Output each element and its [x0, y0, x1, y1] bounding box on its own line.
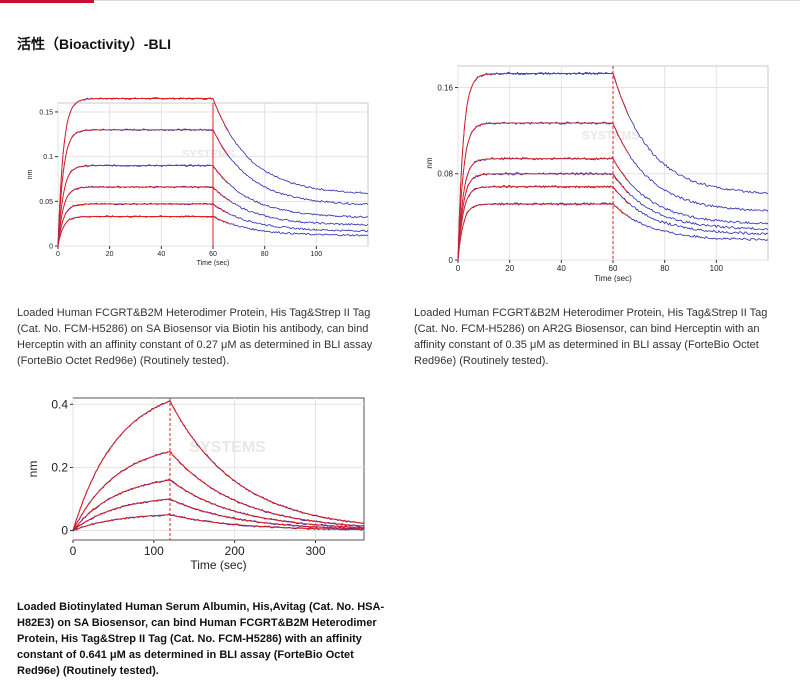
- x-axis-label: Time (sec): [197, 260, 230, 267]
- x-tick-label: 0: [456, 264, 461, 273]
- y-tick-label: 0.1: [43, 154, 53, 161]
- fit-curve-dissociation: [612, 73, 629, 116]
- watermark-text: SYSTEMS: [189, 439, 266, 456]
- fit-curve-dissociation: [212, 98, 229, 132]
- x-tick-label: 80: [261, 251, 269, 258]
- watermark-text: SYSTEMS: [182, 148, 235, 160]
- x-tick-label: 0: [56, 251, 60, 258]
- y-tick-label: 0: [449, 256, 454, 265]
- y-tick-label: 0.08: [437, 170, 453, 179]
- fit-curve: [57, 203, 213, 247]
- fit-curve-dissociation: [612, 158, 629, 182]
- fit-curve: [457, 173, 613, 261]
- x-axis-label: Time (sec): [594, 274, 632, 283]
- top-divider: [0, 0, 800, 1]
- y-tick-label: 0.16: [437, 83, 453, 92]
- bli-chart-3: SYSTEMS 0 100 200 300 0 0.2 0.4 Time (sec) nm: [18, 390, 374, 586]
- fit-curve: [72, 514, 364, 531]
- section-title: 活性（Bioactivity）-BLI: [17, 36, 172, 52]
- y-tick-label: 0.4: [51, 398, 68, 412]
- fit-curve-dissociation: [612, 173, 629, 194]
- bli-chart-2: SYSTEMS 0 20 40 60 80 100 0 0.08 0.16 Time (sec) nm: [420, 60, 772, 292]
- fit-curve-dissociation: [212, 129, 229, 156]
- x-tick-label: 100: [710, 264, 724, 273]
- fit-curve: [72, 479, 365, 531]
- fit-curve: [457, 203, 613, 261]
- watermark-text: SYSTEMS: [582, 129, 639, 143]
- y-axis-label: nm: [26, 461, 40, 478]
- fit-curve: [57, 186, 213, 247]
- y-tick-label: 0.15: [39, 109, 53, 116]
- top-accent-bar: [0, 0, 94, 3]
- x-tick-label: 20: [106, 251, 114, 258]
- x-tick-label: 0: [70, 544, 77, 558]
- fit-curve-dissociation: [612, 122, 629, 154]
- fit-curve: [57, 165, 213, 247]
- caption-chart-1: Loaded Human FCGRT&B2M Heterodimer Prote…: [17, 307, 373, 367]
- y-axis-label: nm: [27, 169, 34, 179]
- fit-curve-dissociation: [212, 203, 229, 214]
- x-tick-label: 100: [144, 544, 164, 558]
- x-axis-label: Time (sec): [190, 558, 246, 572]
- fit-curve: [57, 98, 213, 247]
- fit-curve-dissociation: [212, 186, 229, 201]
- x-tick-label: 200: [225, 544, 245, 558]
- fit-curve: [457, 186, 613, 261]
- x-tick-label: 100: [310, 251, 322, 258]
- caption-chart-3: Loaded Biotinylated Human Serum Albumin,…: [17, 601, 385, 677]
- y-tick-label: 0.05: [39, 199, 53, 206]
- fit-curve-dissociation: [212, 165, 229, 184]
- y-tick-label: 0.2: [51, 461, 68, 475]
- fit-curve: [72, 498, 365, 531]
- x-tick-label: 20: [505, 264, 514, 273]
- fit-curve-dissociation: [612, 203, 629, 217]
- fit-curve: [72, 451, 365, 531]
- fit-curve: [457, 158, 613, 261]
- fit-curve-dissociation: [612, 186, 629, 204]
- x-tick-label: 40: [557, 264, 566, 273]
- fit-curve: [457, 122, 613, 261]
- caption-chart-2: Loaded Human FCGRT&B2M Heterodimer Prote…: [414, 307, 768, 367]
- x-tick-label: 40: [157, 251, 165, 258]
- x-tick-label: 60: [609, 264, 618, 273]
- fit-curve: [457, 73, 613, 261]
- bli-chart-1: SYSTEMS 0 20 40 60 80 100 0 0.05 0.1 0.15 Time (sec…: [20, 95, 374, 277]
- fit-curve-dissociation: [212, 216, 229, 224]
- x-tick-label: 60: [209, 251, 217, 258]
- x-tick-label: 300: [305, 544, 325, 558]
- y-tick-label: 0: [61, 524, 68, 538]
- fit-curve: [57, 216, 213, 247]
- fit-curve: [72, 400, 365, 531]
- y-axis-label: nm: [425, 157, 434, 168]
- x-tick-label: 80: [660, 264, 669, 273]
- fit-curve: [57, 129, 213, 247]
- y-tick-label: 0: [49, 243, 53, 250]
